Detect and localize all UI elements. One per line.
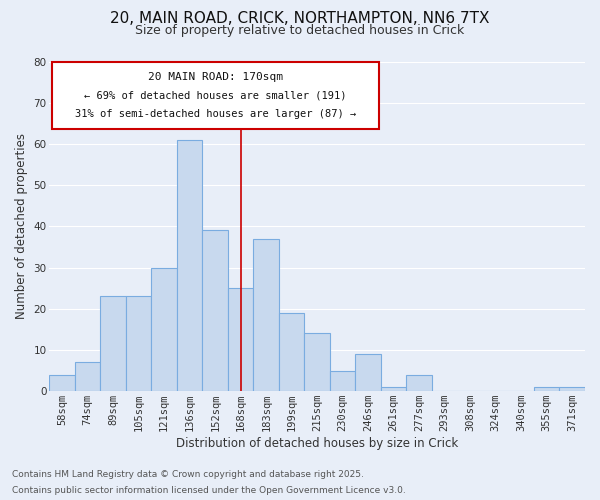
Bar (279, 313, 304, 391)
Y-axis label: Number of detached properties: Number of detached properties (15, 134, 28, 320)
Bar (355, 354, 381, 391)
Bar (177, 140, 202, 391)
Text: Contains HM Land Registry data © Crown copyright and database right 2025.: Contains HM Land Registry data © Crown c… (12, 470, 364, 479)
Bar (75, 362, 100, 391)
Text: 31% of semi-detached houses are larger (87) →: 31% of semi-detached houses are larger (… (75, 108, 356, 118)
X-axis label: Distribution of detached houses by size in Crick: Distribution of detached houses by size … (176, 437, 458, 450)
Bar (126, 296, 151, 391)
Text: ← 69% of detached houses are smaller (191): ← 69% of detached houses are smaller (19… (84, 90, 347, 100)
Text: 20 MAIN ROAD: 170sqm: 20 MAIN ROAD: 170sqm (148, 72, 283, 83)
Bar (559, 387, 585, 391)
FancyBboxPatch shape (52, 62, 379, 129)
Bar (381, 387, 406, 391)
Bar (330, 370, 355, 391)
Bar (304, 334, 330, 391)
Bar (534, 387, 559, 391)
Text: 20, MAIN ROAD, CRICK, NORTHAMPTON, NN6 7TX: 20, MAIN ROAD, CRICK, NORTHAMPTON, NN6 7… (110, 11, 490, 26)
Bar (49, 374, 75, 391)
Bar (202, 230, 228, 391)
Bar (406, 374, 432, 391)
Text: Size of property relative to detached houses in Crick: Size of property relative to detached ho… (136, 24, 464, 37)
Bar (253, 238, 279, 391)
Bar (100, 296, 126, 391)
Bar (228, 288, 253, 391)
Text: Contains public sector information licensed under the Open Government Licence v3: Contains public sector information licen… (12, 486, 406, 495)
Bar (151, 268, 177, 391)
